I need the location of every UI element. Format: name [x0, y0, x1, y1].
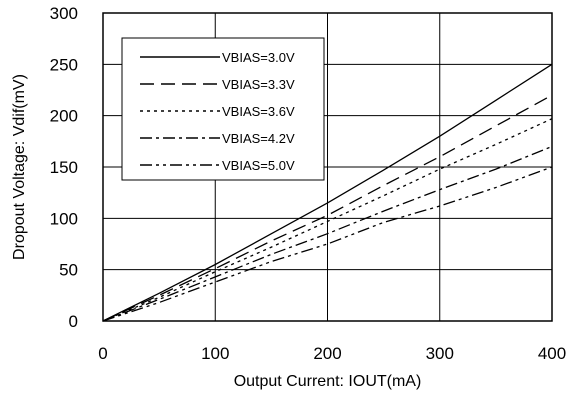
- legend-label: VBIAS=3.0V: [222, 50, 295, 65]
- y-tick-label: 300: [50, 4, 78, 23]
- y-tick-label: 50: [59, 261, 78, 280]
- y-tick-label: 0: [69, 312, 78, 331]
- legend-label: VBIAS=3.3V: [222, 77, 295, 92]
- series-line: [102, 145, 553, 322]
- legend: VBIAS=3.0V VBIAS=3.3V VBIAS=3.6V VBIAS=4.2V…: [121, 37, 325, 181]
- y-tick-label: 150: [50, 158, 78, 177]
- x-axis-title: Output Current: IOUT(mA): [234, 373, 422, 390]
- x-tick-label: 200: [313, 344, 341, 363]
- plot-frame: [102, 12, 553, 322]
- y-tick-label: 250: [50, 55, 78, 74]
- legend-label: VBIAS=5.0V: [222, 158, 295, 173]
- legend-label: VBIAS=3.6V: [222, 104, 295, 119]
- x-tick-label: 100: [201, 344, 229, 363]
- tick-labels: 0 50 100 150 200 250 300 0 100 200 300 400: [50, 4, 567, 363]
- y-axis-title: Dropout Voltage: Vdif(mV): [11, 74, 28, 260]
- legend-label: VBIAS=4.2V: [222, 131, 295, 146]
- y-tick-label: 100: [50, 209, 78, 228]
- series-line: [102, 63, 553, 322]
- series-line: [102, 118, 553, 322]
- x-tick-label: 0: [98, 344, 107, 363]
- y-tick-label: 200: [50, 107, 78, 126]
- x-tick-label: 300: [426, 344, 454, 363]
- x-tick-label: 400: [538, 344, 566, 363]
- legend-box: [121, 37, 325, 181]
- series-line: [102, 166, 553, 322]
- series-lines: [102, 63, 553, 322]
